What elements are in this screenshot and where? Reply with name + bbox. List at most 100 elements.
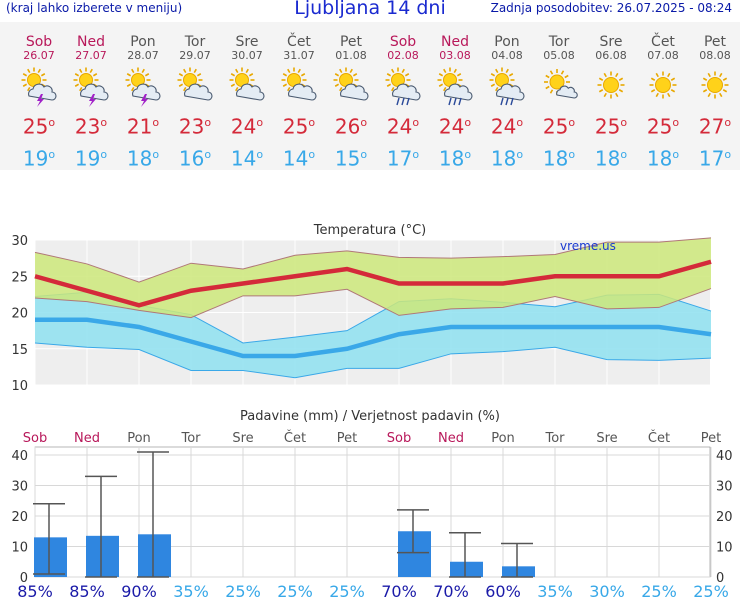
- precip-bar: [138, 534, 171, 577]
- y-tick-label-right: 0: [716, 571, 724, 586]
- min-temp: 18o: [126, 146, 160, 171]
- y-tick-label: 30: [11, 480, 28, 495]
- day-name: Sob: [25, 34, 53, 50]
- min-temp: 18o: [490, 146, 524, 171]
- day-date: 04.08: [491, 49, 523, 62]
- precip-bar: [450, 561, 483, 577]
- sun-cloud-rain-icon: [429, 67, 481, 107]
- min-temp-band-bottom-edge: [34, 342, 712, 379]
- min-temp: 16o: [178, 146, 212, 171]
- temperature-chart-title: Temperatura (°C): [313, 223, 426, 238]
- probability-label: 25%: [225, 582, 261, 600]
- day-column: Ned 27.07 23o 19o: [65, 22, 117, 172]
- probability-label: 85%: [17, 582, 53, 600]
- day-date: 28.07: [127, 49, 159, 62]
- precip-bar: [398, 531, 431, 577]
- min-temp: 17o: [386, 146, 420, 171]
- day-label: Sre: [232, 431, 253, 446]
- probability-label: 90%: [121, 582, 157, 600]
- day-column: Pon 04.08 24o 18o: [481, 22, 533, 172]
- precip-bar: [34, 537, 67, 577]
- sun-cloud-icon: [325, 67, 377, 107]
- y-tick-label: 40: [11, 449, 28, 464]
- min-temp-band: [35, 292, 711, 378]
- max-temp: 25o: [646, 114, 680, 139]
- day-date: 27.07: [75, 49, 107, 62]
- probability-label: 35%: [537, 582, 573, 600]
- min-temp-line: [35, 317, 712, 359]
- day-date: 07.08: [647, 49, 679, 62]
- sun-icon: [689, 67, 740, 107]
- min-temp: 14o: [282, 146, 316, 171]
- y-tick-label: 10: [11, 541, 28, 556]
- day-column: Čet 31.07 25o 14o: [273, 22, 325, 172]
- day-column: Sob 26.07 25o 19o: [13, 22, 65, 172]
- day-name: Čet: [651, 34, 675, 50]
- sun-cloud-rain-icon: [377, 67, 429, 107]
- precipitation-chart-title: Padavine (mm) / Verjetnost padavin (%): [240, 409, 500, 424]
- day-date: 31.07: [283, 49, 315, 62]
- min-temp: 18o: [594, 146, 628, 171]
- max-temp: 23o: [74, 114, 108, 139]
- day-date: 02.08: [387, 49, 419, 62]
- day-date: 30.07: [231, 49, 263, 62]
- last-updated: Zadnja posodobitev: 26.07.2025 - 08:24: [490, 1, 732, 15]
- max-temp: 25o: [282, 114, 316, 139]
- max-temp: 24o: [438, 114, 472, 139]
- min-temp: 18o: [646, 146, 680, 171]
- day-name: Tor: [548, 34, 570, 50]
- max-temp-line: [34, 259, 712, 308]
- sun-cloud-rain-icon: [481, 67, 533, 107]
- y-tick-label-right: 30: [716, 480, 733, 495]
- sun-small-cloud-icon: [533, 67, 585, 107]
- day-column: Pet 01.08 26o 15o: [325, 22, 377, 172]
- min-temp: 18o: [438, 146, 472, 171]
- min-temp: 19o: [22, 146, 56, 171]
- max-temp: 24o: [230, 114, 264, 139]
- day-column: Tor 05.08 25o 18o: [533, 22, 585, 172]
- min-temp: 19o: [74, 146, 108, 171]
- temperature-chart: Temperatura (°C) 10 15 20 25 30 vreme.us: [0, 215, 740, 430]
- sun-cloud-thunder-icon: [13, 67, 65, 107]
- max-temp: 25o: [22, 114, 56, 139]
- day-date: 05.08: [543, 49, 575, 62]
- min-temp: 15o: [334, 146, 368, 171]
- day-column: Tor 29.07 23o 16o: [169, 22, 221, 172]
- max-temp: 21o: [126, 114, 160, 139]
- probability-label: 25%: [277, 582, 313, 600]
- y-tick-label: 25: [11, 270, 28, 285]
- max-temp: 23o: [178, 114, 212, 139]
- precip-bar: [502, 566, 535, 577]
- day-label: Pon: [491, 431, 515, 446]
- sun-cloud-icon: [273, 67, 325, 107]
- day-name: Pon: [130, 34, 156, 50]
- day-label: Sob: [23, 431, 47, 446]
- day-name: Pet: [339, 34, 363, 50]
- day-label: Tor: [544, 431, 565, 446]
- sun-icon: [585, 67, 637, 107]
- day-name: Sre: [235, 34, 259, 50]
- y-tick-label: 20: [11, 510, 28, 525]
- day-name: Ned: [77, 34, 105, 50]
- day-label: Tor: [180, 431, 201, 446]
- y-tick-label: 0: [20, 571, 28, 586]
- day-label: Pet: [337, 431, 357, 446]
- probability-label: 70%: [433, 582, 469, 600]
- menu-hint[interactable]: (kraj lahko izberete v meniju): [6, 1, 183, 15]
- day-label: Sre: [596, 431, 617, 446]
- day-name: Ned: [441, 34, 469, 50]
- sun-cloud-icon: [221, 67, 273, 107]
- y-tick-label-right: 10: [716, 541, 733, 556]
- day-date: 08.08: [699, 49, 731, 62]
- day-column: Čet 07.08 25o 18o: [637, 22, 689, 172]
- header: (kraj lahko izberete v meniju) Ljubljana…: [0, 0, 740, 22]
- probability-label: 85%: [69, 582, 105, 600]
- day-date: 29.07: [179, 49, 211, 62]
- day-column: Pon 28.07 21o 18o: [117, 22, 169, 172]
- probability-label: 35%: [173, 582, 209, 600]
- max-temp: 25o: [594, 114, 628, 139]
- probability-label: 25%: [693, 582, 729, 600]
- max-temp-band-bottom-edge: [34, 288, 712, 319]
- day-date: 01.08: [335, 49, 367, 62]
- y-tick-label-right: 20: [716, 510, 733, 525]
